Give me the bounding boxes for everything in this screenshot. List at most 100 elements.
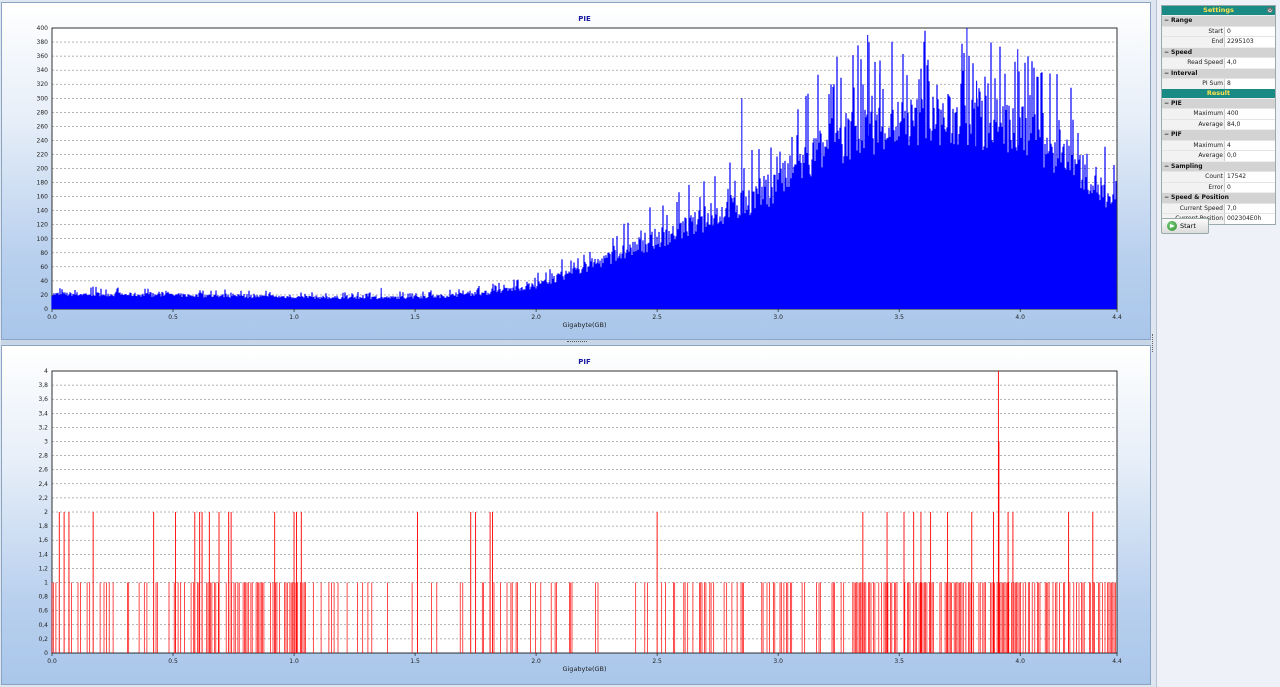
- y-tick-label: 0: [44, 650, 48, 657]
- x-axis-label: Gigabyte(GB): [562, 665, 606, 673]
- x-tick-label: 2.5: [652, 314, 662, 321]
- y-tick-label: 40: [40, 278, 48, 285]
- x-tick-label: 0.5: [168, 658, 178, 665]
- pi-sum-field[interactable]: 8: [1227, 80, 1231, 87]
- y-tick-label: 1,8: [38, 523, 48, 530]
- pif-max-value: 4: [1227, 141, 1231, 149]
- pif-category[interactable]: − PIF: [1162, 129, 1275, 140]
- current-speed-value: 7,0: [1227, 204, 1237, 212]
- pif-chart: PIF 0 0,2 0,4 0,6 0,8 1 1,2 1,4 1,6 1,8 2 2,2 2,4 2,6 2…: [38, 358, 1122, 673]
- y-tick-label: 380: [37, 39, 49, 46]
- y-tick-label: 300: [37, 95, 49, 102]
- x-tick-label: 4.0: [1015, 314, 1025, 321]
- collapse-icon[interactable]: −: [1164, 162, 1170, 170]
- y-tick-label: 3,6: [38, 396, 48, 403]
- interval-category[interactable]: − Interval: [1162, 67, 1275, 78]
- pie-max-value: 400: [1227, 110, 1239, 117]
- x-tick-label: 1.0: [289, 658, 299, 665]
- collapse-icon[interactable]: −: [1164, 69, 1170, 77]
- pif-avg-value: 0,0: [1227, 152, 1237, 159]
- end-value-field[interactable]: 2295103: [1227, 38, 1254, 45]
- pie-chart-panel: PIE 0 20 40 60 80 100 120 140 160 180 200 220 240 260 2…: [1, 2, 1151, 340]
- y-tick-label: 2,4: [38, 481, 48, 488]
- start-label: Start: [1162, 26, 1225, 36]
- start-button[interactable]: Start: [1161, 218, 1209, 234]
- pif-sample-bars: [51, 582, 1116, 653]
- x-tick-label: 0.0: [47, 658, 57, 665]
- pie-avg-label: Average: [1162, 119, 1225, 129]
- pie-max-label: Maximum: [1162, 109, 1225, 119]
- settings-header: Settings ⚙: [1162, 6, 1275, 15]
- x-tick-label: 2.0: [531, 658, 541, 665]
- start-row: Start 0: [1162, 25, 1275, 36]
- y-tick-label: 0,4: [38, 622, 48, 629]
- collapse-icon[interactable]: −: [1164, 17, 1170, 24]
- count-value: 17542: [1227, 173, 1247, 180]
- x-tick-label: 0.5: [168, 314, 178, 321]
- y-tick-label: 1,2: [38, 565, 48, 572]
- y-tick-label: 400: [37, 25, 49, 32]
- current-position-value: 002304E0h: [1227, 215, 1262, 222]
- pie-avg-value: 84,0: [1227, 120, 1241, 128]
- pif-chart-title: PIF: [578, 358, 591, 366]
- y-tick-label: 2,6: [38, 467, 48, 474]
- pif-max-label: Maximum: [1162, 140, 1225, 150]
- y-tick-label: 240: [37, 137, 49, 144]
- y-tick-label: 3,8: [38, 382, 48, 389]
- read-speed-row: Read Speed 4,0: [1162, 57, 1275, 68]
- error-row: Error 0: [1162, 181, 1275, 192]
- start-value-field[interactable]: 0: [1227, 27, 1231, 35]
- x-tick-label: 4.4: [1112, 314, 1122, 321]
- collapse-icon[interactable]: −: [1164, 99, 1170, 107]
- x-tick-label: 4.4: [1112, 658, 1122, 665]
- pie-category[interactable]: − PIE: [1162, 97, 1275, 108]
- settings-options-icon[interactable]: ⚙: [1267, 7, 1273, 13]
- speed-position-label: Speed & Position: [1171, 194, 1229, 201]
- x-tick-label: 1.0: [289, 314, 299, 321]
- x-axis-label: Gigabyte(GB): [562, 321, 606, 329]
- sampling-category[interactable]: − Sampling: [1162, 160, 1275, 171]
- speed-category[interactable]: − Speed: [1162, 46, 1275, 57]
- pi-sum-row: PI Sum 8: [1162, 78, 1275, 89]
- error-value: 0: [1227, 183, 1231, 191]
- error-label: Error: [1162, 182, 1225, 192]
- pif-max-row: Maximum 4: [1162, 139, 1275, 150]
- side-panel: Settings ⚙ − Range Start 0 End 2295103 − Spee…: [1156, 0, 1280, 687]
- speed-position-category[interactable]: − Speed & Position: [1162, 192, 1275, 203]
- collapse-icon[interactable]: −: [1164, 48, 1170, 56]
- splitter-grip[interactable]: [567, 341, 587, 344]
- side-panel-splitter-grip[interactable]: [1152, 334, 1156, 352]
- y-tick-label: 3,2: [38, 424, 48, 431]
- x-tick-label: 0.0: [47, 314, 57, 321]
- x-tick-label: 2.5: [652, 658, 662, 665]
- read-speed-field[interactable]: 4,0: [1227, 59, 1237, 66]
- pif-avg-label: Average: [1162, 151, 1225, 161]
- y-tick-label: 0,8: [38, 594, 48, 601]
- x-tick-label: 3.5: [894, 314, 904, 321]
- x-tick-label: 4.0: [1015, 658, 1025, 665]
- y-tick-label: 260: [37, 123, 49, 130]
- pie-avg-row: Average 84,0: [1162, 118, 1275, 129]
- result-header-label: Result: [1206, 88, 1231, 97]
- y-tick-label: 140: [37, 208, 49, 215]
- sampling-label: Sampling: [1171, 162, 1203, 170]
- start-button-label: Start: [1180, 222, 1196, 230]
- y-tick-label: 80: [40, 250, 48, 257]
- y-tick-label: 2,2: [38, 495, 48, 502]
- current-speed-row: Current Speed 7,0: [1162, 202, 1275, 213]
- chart-splitter[interactable]: [1, 340, 1151, 345]
- range-category[interactable]: − Range: [1162, 15, 1275, 26]
- y-tick-label: 100: [37, 236, 49, 243]
- y-tick-label: 180: [37, 180, 49, 187]
- pie-chart-title: PIE: [578, 15, 591, 23]
- collapse-icon[interactable]: −: [1164, 131, 1170, 138]
- interval-label: Interval: [1171, 69, 1198, 77]
- collapse-icon[interactable]: −: [1164, 194, 1170, 201]
- x-tick-label: 3.5: [894, 658, 904, 665]
- result-header: Result: [1162, 88, 1275, 98]
- pie-chart: PIE 0 20 40 60 80 100 120 140 160 180 200 220 240 260 2…: [37, 15, 1122, 329]
- read-speed-label: Read Speed: [1162, 58, 1225, 68]
- y-tick-label: 200: [37, 166, 49, 173]
- y-tick-label: 3,4: [38, 410, 48, 417]
- x-tick-label: 3.0: [773, 314, 783, 321]
